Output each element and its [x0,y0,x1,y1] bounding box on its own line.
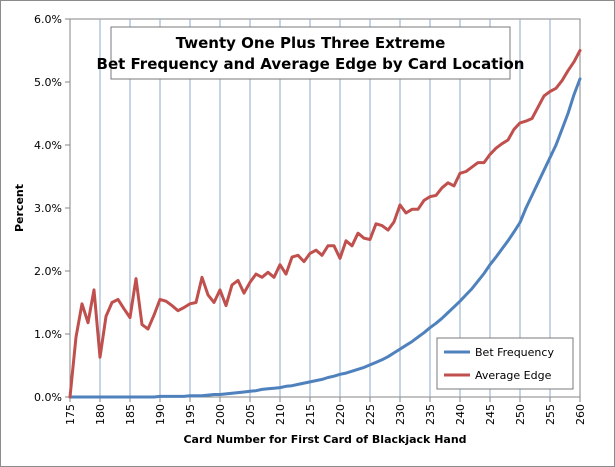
title-frame [110,26,511,80]
x-tick-label: 210 [274,404,287,425]
x-tick-label: 205 [244,404,257,425]
legend: Bet Frequency Average Edge [436,337,574,390]
legend-label-bet-frequency: Bet Frequency [475,346,554,359]
x-tick-label: 200 [214,404,227,425]
x-tick-label: 190 [154,404,167,425]
axes: 175 180 185 190 195 200 205 210 215 220 225 230 235 2… [34,13,587,425]
series-lines [68,49,582,399]
y-tick-label: 4.0% [34,139,62,152]
x-tick-label: 220 [334,404,347,425]
y-tick-label: 1.0% [34,328,62,341]
x-tick-label: 195 [184,404,197,425]
x-tick-label: 185 [124,404,137,425]
y-axis-title: Percent [13,184,26,232]
y-tick-label: 0.0% [34,391,62,404]
legend-label-average-edge: Average Edge [475,369,552,382]
x-axis-title: Card Number for First Card of Blackjack … [183,433,466,446]
x-tick-label: 245 [484,404,497,425]
y-tick-label: 2.0% [34,265,62,278]
x-tick-label: 180 [94,404,107,425]
x-tick-label: 240 [454,404,467,425]
x-tick-label: 255 [544,404,557,425]
x-tick-label: 215 [304,404,317,425]
y-tick-label: 5.0% [34,76,62,89]
chart-title-box: Twenty One Plus Three Extreme Bet Freque… [97,26,525,80]
plot-area [69,18,581,398]
chart-title-line-2: Bet Frequency and Average Edge by Card L… [97,55,525,73]
x-tick-label: 260 [574,404,587,425]
x-tick-label: 250 [514,404,527,425]
x-tick-label: 235 [424,404,437,425]
x-tick-label: 225 [364,404,377,425]
y-tick-label: 6.0% [34,13,62,26]
x-tick-label: 175 [64,404,77,425]
series-line-bet-frequency [68,77,582,399]
series-line-average-edge [68,49,582,399]
y-tick-label: 3.0% [34,202,62,215]
x-tick-label: 230 [394,404,407,425]
gridlines [99,19,551,397]
legend-frame [436,337,574,390]
chart-title-line-1: Twenty One Plus Three Extreme [176,34,446,52]
